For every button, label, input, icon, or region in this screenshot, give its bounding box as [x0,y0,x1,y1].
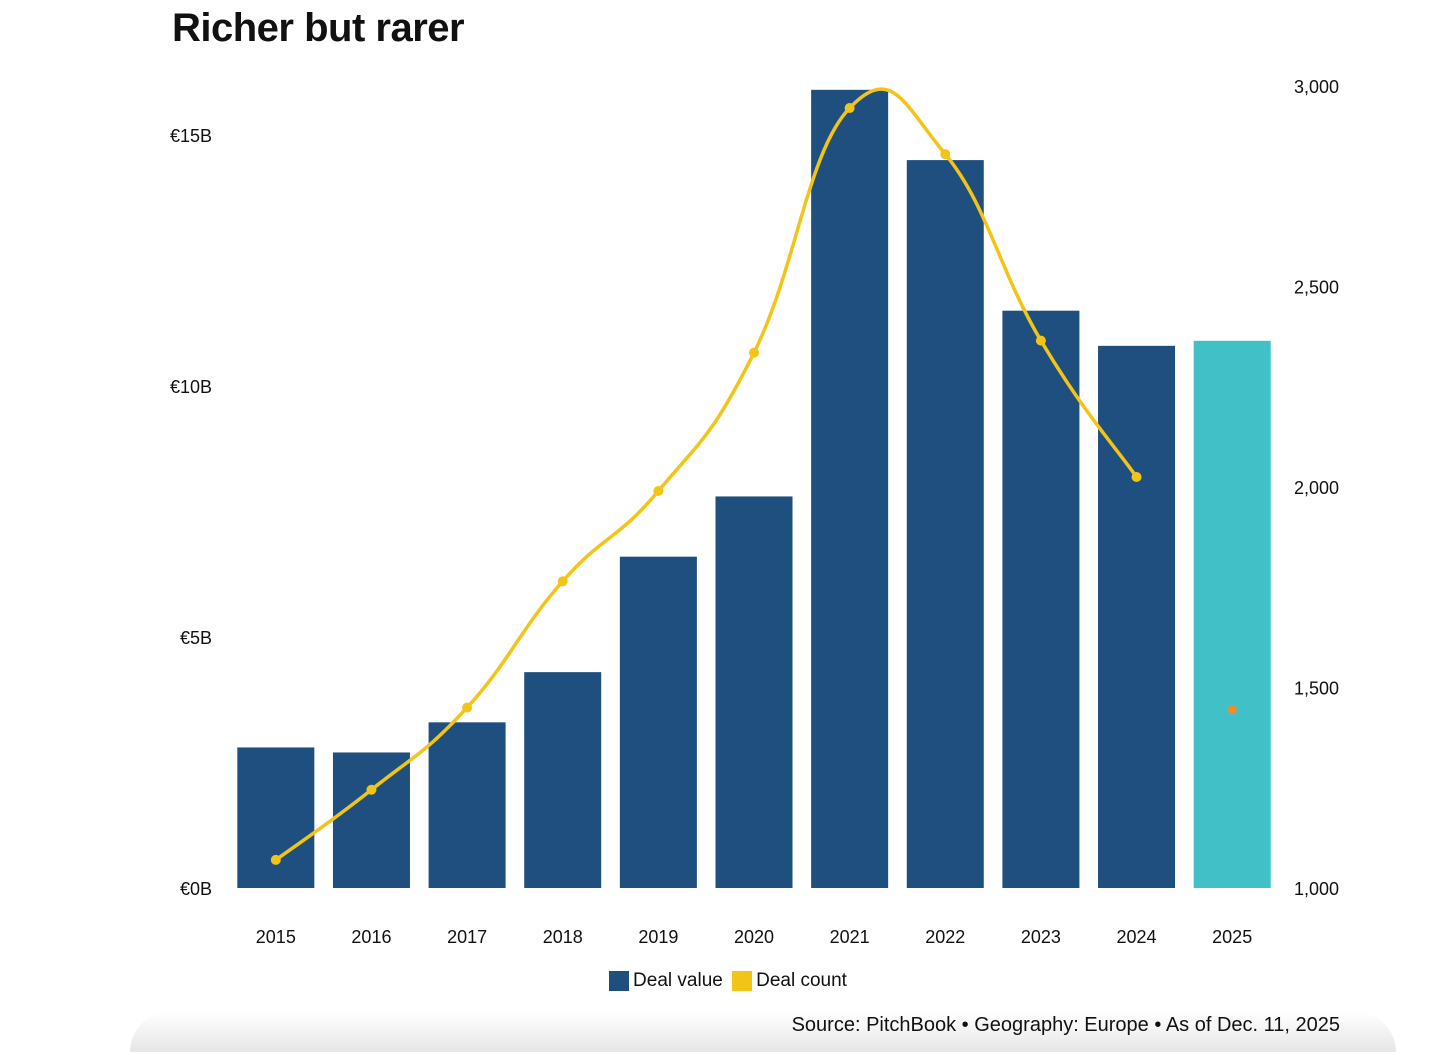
x-tick-label: 2023 [1021,927,1061,947]
left-tick-label: €0B [180,879,212,899]
legend: Deal value Deal count [0,970,1456,997]
deal-count-point-2023 [1035,335,1046,346]
right-tick-label: 2,000 [1294,478,1339,498]
x-tick-label: 2019 [638,927,678,947]
x-tick-label: 2020 [734,927,774,947]
deal-count-point-2020 [749,347,759,358]
chart-title: Richer but rarer [172,6,465,50]
right-axis-ticks: 1,000 1,500 2,000 2,500 3,000 [1294,77,1339,899]
x-tick-label: 2021 [830,927,870,947]
x-tick-label: 2017 [447,927,487,947]
right-tick-label: 1,000 [1294,879,1339,899]
deal-count-point-2024 [1131,471,1142,482]
bar-2016 [332,752,410,888]
bar-2021 [811,89,889,888]
bar-2023 [1002,310,1080,888]
right-tick-label: 2,500 [1294,278,1339,298]
legend-item-deal-value[interactable]: Deal value [609,970,723,992]
deal-count-line [274,87,1139,862]
bars-group [237,89,1271,889]
deal-count-points [270,103,1237,865]
bar-2024 [1098,345,1176,889]
x-tick-label: 2018 [543,927,583,947]
deal-count-point-2019 [653,486,664,497]
legend-label-deal-count: Deal count [756,970,847,991]
left-tick-label: €10B [170,377,212,397]
legend-label-deal-value: Deal value [633,970,723,991]
deal-count-point-2025 [1227,705,1237,715]
deal-count-point-2017 [462,702,473,713]
deal-count-point-2021 [844,103,855,114]
footer-shadow [130,1012,1396,1052]
chart-area: €0B €5B €10B €15B 1,000 1,500 2,000 2,500 3,000… [170,77,1339,947]
legend-swatch-deal-value [609,971,630,991]
x-tick-label: 2022 [925,927,965,947]
left-tick-label: €5B [180,628,212,648]
bar-2019 [619,556,697,888]
x-tick-label: 2016 [351,927,391,947]
bar-2025 [1193,340,1271,888]
bar-2020 [715,496,793,888]
x-tick-label: 2015 [256,927,296,947]
bar-2018 [524,672,602,888]
legend-item-deal-count[interactable]: Deal count [732,970,847,992]
x-axis-ticks: 2015 2016 2017 2018 2019 2020 2021 2022 2023 2024… [256,927,1252,947]
bar-2015 [237,747,315,888]
right-tick-label: 1,500 [1294,679,1339,699]
x-tick-label: 2024 [1117,927,1157,947]
left-axis-ticks: €0B €5B €10B €15B [170,126,212,899]
right-tick-label: 3,000 [1294,77,1339,97]
deal-count-point-2022 [940,149,951,160]
deal-count-point-2015 [270,854,281,865]
deal-count-point-2018 [557,576,568,587]
left-tick-label: €15B [170,126,212,146]
source-note: Source: PitchBook • Geography: Europe • … [791,1014,1340,1036]
legend-swatch-deal-count [732,971,753,991]
deal-count-point-2016 [366,784,377,795]
x-tick-label: 2025 [1212,927,1252,947]
bar-2017 [428,722,506,888]
bar-2022 [906,160,984,889]
